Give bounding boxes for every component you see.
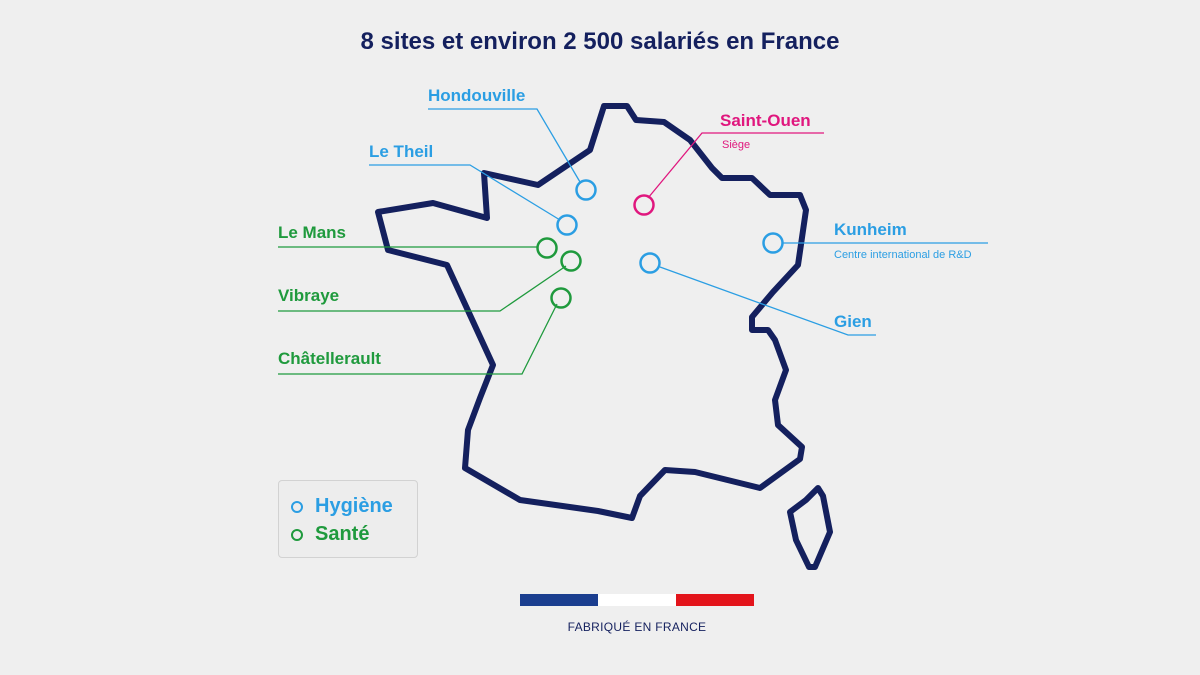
leader-line-vibraye [278,265,567,312]
site-marker-chatellerault[interactable] [550,287,572,309]
hygiene-circle-icon [291,500,303,513]
legend-item-hygiene: Hygiène [291,495,393,518]
made-in-france-text: FABRIQUÉ EN FRANCE [567,620,707,634]
legend-label-hygiene: Hygiène [315,495,393,517]
flag-blue-stripe [520,594,598,606]
site-marker-le-theil[interactable] [556,214,578,236]
site-sublabel-kunheim: Centre international de R&D [834,249,972,261]
site-marker-le-mans[interactable] [536,237,558,259]
legend-label-sante: Santé [315,523,370,545]
leader-line-chatellerault [278,303,558,375]
site-label-kunheim[interactable]: Kunheim [834,220,907,239]
site-label-le-theil[interactable]: Le Theil [369,142,434,161]
site-label-saint-ouen[interactable]: Saint-Ouen [720,111,811,130]
leader-line-le-theil [369,164,561,221]
map-legend: Hygiène Santé [278,480,418,558]
site-sublabel-saint-ouen: Siège [722,139,751,151]
leader-line-saint-ouen [647,132,824,199]
site-label-vibraye[interactable]: Vibraye [278,286,340,305]
site-label-le-mans[interactable]: Le Mans [278,223,347,242]
corsica-outline [787,485,833,570]
site-marker-saint-ouen[interactable] [633,194,655,216]
site-label-hondouville[interactable]: Hondouville [428,86,526,105]
site-marker-kunheim[interactable] [762,232,784,254]
site-marker-hondouville[interactable] [575,179,597,201]
france-outline [375,103,809,521]
site-marker-gien[interactable] [639,252,661,274]
leader-line-hondouville [428,108,581,183]
flag-red-stripe [676,594,754,606]
sante-circle-icon [291,528,303,541]
legend-item-sante: Santé [291,523,369,546]
flag-white-stripe [598,594,676,606]
site-marker-vibraye[interactable] [560,250,582,272]
french-flag-band [520,594,754,606]
leader-line-gien [659,266,876,336]
site-label-gien[interactable]: Gien [834,312,872,331]
page-title: 8 sites et environ 2 500 salariés en Fra… [360,28,840,55]
site-label-chatellerault[interactable]: Châtellerault [278,349,381,368]
